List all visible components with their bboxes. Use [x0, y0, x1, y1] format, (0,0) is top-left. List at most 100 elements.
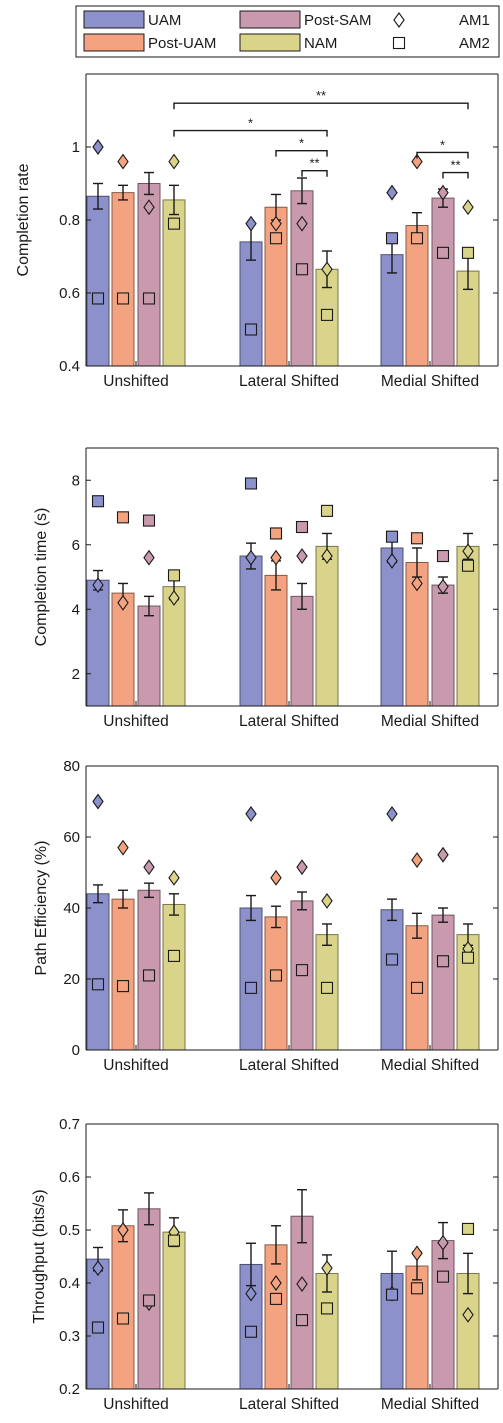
bracket-line: [442, 171, 469, 179]
bar-nam-unshifted: [162, 1231, 186, 1390]
error-bar-uam-unshifted: [93, 182, 103, 210]
y-tick-label: 0.2: [59, 1381, 80, 1398]
x-tick-label-medial-shifted: Medial Shifted: [381, 713, 479, 730]
significance-brackets: *********: [173, 88, 469, 179]
significance-label: *: [440, 137, 445, 152]
am2-marker-nam-lateral-shifted: [320, 504, 334, 517]
error-bar-post-sam-unshifted: [144, 1192, 154, 1226]
y-tick-label: 0: [72, 1042, 80, 1059]
bar-post-sam-medial-shifted: [431, 584, 455, 707]
y-tick-label: 2: [72, 666, 80, 683]
am1-marker-nam-medial-shifted: [462, 543, 474, 560]
am2-marker-post-sam-unshifted: [142, 1294, 156, 1307]
y-tick-label: 20: [63, 971, 80, 988]
am2-marker-uam-unshifted: [91, 495, 105, 508]
individual-markers: [91, 793, 475, 994]
error-bar-nam-unshifted: [169, 893, 179, 916]
am1-marker-post-uam-medial-shifted: [411, 852, 423, 869]
bar-uam-lateral-shifted: [239, 555, 263, 707]
am1-marker-post-sam-medial-shifted: [437, 184, 449, 201]
am1-marker-post-uam-unshifted: [117, 153, 129, 170]
am2-marker-uam-medial-shifted: [385, 953, 399, 966]
am1-marker-uam-medial-shifted: [386, 805, 398, 822]
error-bar-uam-unshifted: [93, 884, 103, 904]
error-bar-nam-unshifted: [169, 184, 179, 216]
bar-uam-medial-shifted: [380, 909, 404, 1051]
am2-marker-post-sam-medial-shifted: [436, 955, 450, 968]
error-bar-post-sam-unshifted: [144, 595, 154, 617]
am1-marker-post-sam-unshifted: [143, 549, 155, 566]
error-bars: [93, 882, 473, 946]
am2-marker-uam-unshifted: [91, 292, 105, 305]
legend-item-am2: AM2: [392, 35, 490, 52]
am1-marker-nam-lateral-shifted: [321, 1260, 333, 1277]
y-tick-label: 80: [63, 758, 80, 775]
error-bar-post-sam-lateral-shifted: [297, 891, 307, 911]
am1-marker-post-sam-medial-shifted: [437, 1234, 449, 1251]
bar-post-uam-lateral-shifted: [264, 1244, 288, 1390]
legend-label: AM1: [459, 12, 490, 29]
axes: 2 4 6 8 Unshifted Lateral Shifted Medial Shift…: [33, 447, 499, 730]
error-bar-post-uam-unshifted: [118, 184, 128, 201]
y-tick-label: 0.6: [59, 1169, 80, 1186]
am2-marker-post-uam-medial-shifted: [410, 1282, 424, 1295]
y-tick-label: 60: [63, 829, 80, 846]
x-tick-label-medial-shifted: Medial Shifted: [381, 373, 479, 390]
error-bar-post-sam-lateral-shifted: [297, 177, 307, 205]
y-tick-label: 0.7: [59, 1116, 80, 1133]
significance-bracket-4: *: [416, 137, 469, 159]
am2-marker-post-sam-unshifted: [142, 514, 156, 527]
am2-marker-nam-unshifted: [167, 1234, 181, 1247]
x-tick-label-lateral-shifted: Lateral Shifted: [239, 1396, 339, 1413]
axes: 0.2 0.3 0.4 0.5 0.6 0.7 Unshifted Lateral Shift…: [31, 1116, 499, 1413]
bar-post-sam-medial-shifted: [431, 197, 455, 367]
bar-post-uam-lateral-shifted: [264, 916, 288, 1051]
bars: [86, 545, 480, 707]
y-tick-label: 4: [72, 601, 80, 618]
am1-marker-nam-unshifted: [168, 869, 180, 886]
significance-bracket-3: **: [301, 156, 328, 177]
individual-markers: [91, 139, 475, 336]
am1-marker-uam-medial-shifted: [386, 552, 398, 569]
am1-marker-post-uam-unshifted: [117, 594, 129, 611]
significance-label: *: [299, 136, 304, 151]
individual-markers: [91, 1222, 475, 1338]
am1-marker-post-sam-medial-shifted: [437, 578, 449, 595]
x-tick-label-medial-shifted: Medial Shifted: [381, 1396, 479, 1413]
am1-marker-post-uam-unshifted: [117, 1222, 129, 1238]
legend-label: Post-SAM: [304, 12, 372, 29]
bar-uam-unshifted: [86, 579, 110, 707]
bar-post-sam-unshifted: [137, 605, 161, 707]
am1-marker-uam-unshifted: [92, 1260, 104, 1277]
error-bar-post-uam-lateral-shifted: [271, 1225, 281, 1265]
am2-marker-post-uam-lateral-shifted: [269, 1292, 283, 1305]
x-tick-label-unshifted: Unshifted: [103, 373, 168, 390]
legend-swatch: [83, 33, 145, 52]
am1-marker-post-sam-lateral-shifted: [296, 1276, 308, 1293]
am2-marker-nam-lateral-shifted: [320, 308, 334, 321]
legend-marker-diamond: [393, 12, 405, 28]
am1-marker-post-uam-medial-shifted: [411, 575, 423, 592]
am1-marker-uam-unshifted: [92, 793, 104, 810]
bar-nam-lateral-shifted: [315, 545, 339, 707]
error-bar-post-sam-lateral-shifted: [297, 1189, 307, 1244]
am2-marker-post-uam-medial-shifted: [410, 981, 424, 994]
bar-nam-unshifted: [162, 903, 186, 1051]
x-tick-label-unshifted: Unshifted: [103, 713, 168, 730]
am1-marker-post-uam-medial-shifted: [411, 1245, 423, 1262]
significance-label: **: [316, 88, 326, 103]
error-bar-post-sam-medial-shifted: [438, 907, 448, 923]
bars: [86, 183, 480, 367]
error-bar-post-sam-lateral-shifted: [297, 582, 307, 610]
y-tick-label: 8: [72, 472, 80, 489]
am2-marker-uam-lateral-shifted: [244, 981, 258, 994]
error-bar-post-sam-unshifted: [144, 171, 154, 196]
axes: 0 20 40 60 80 Unshifted Lateral Shifted Medial …: [33, 758, 499, 1074]
am1-marker-post-sam-unshifted: [143, 859, 155, 876]
am2-marker-uam-medial-shifted: [385, 232, 399, 245]
am2-marker-post-uam-unshifted: [116, 980, 130, 993]
am1-marker-post-uam-medial-shifted: [411, 153, 423, 170]
am1-marker-post-uam-lateral-shifted: [270, 869, 282, 886]
